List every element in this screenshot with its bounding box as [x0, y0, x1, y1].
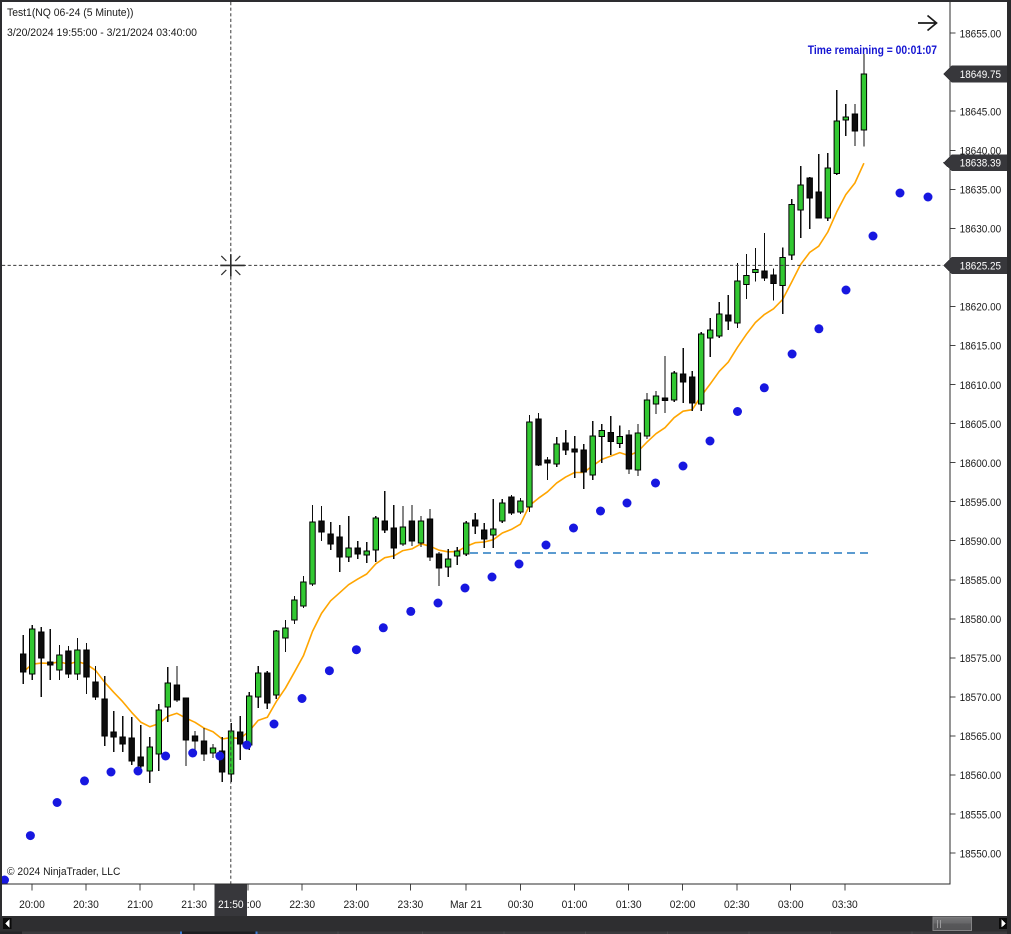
svg-text:18635.00: 18635.00: [960, 185, 1002, 197]
svg-text:02:30: 02:30: [724, 899, 750, 911]
svg-text:23:30: 23:30: [398, 899, 424, 911]
svg-text:21:00: 21:00: [127, 899, 153, 911]
svg-text:18595.00: 18595.00: [960, 497, 1002, 509]
svg-text:18649.75: 18649.75: [960, 69, 1001, 81]
svg-text:18550.00: 18550.00: [960, 848, 1002, 860]
svg-text:18620.00: 18620.00: [960, 302, 1002, 314]
svg-text:20:30: 20:30: [73, 899, 99, 911]
svg-text:© 2024 NinjaTrader, LLC: © 2024 NinjaTrader, LLC: [7, 866, 120, 878]
svg-text:Time remaining = 00:01:07: Time remaining = 00:01:07: [808, 45, 937, 57]
svg-text:18575.00: 18575.00: [960, 653, 1002, 665]
svg-text:Mar 21: Mar 21: [450, 899, 482, 911]
svg-text:23:00: 23:00: [343, 899, 369, 911]
svg-text:21:50: 21:50: [218, 899, 244, 911]
svg-text:18590.00: 18590.00: [960, 536, 1002, 548]
svg-text:18585.00: 18585.00: [960, 575, 1002, 587]
svg-text:20:00: 20:00: [19, 899, 45, 911]
svg-text:18560.00: 18560.00: [960, 770, 1002, 782]
svg-text:18615.00: 18615.00: [960, 341, 1002, 353]
svg-text:21:30: 21:30: [181, 899, 207, 911]
svg-text:18555.00: 18555.00: [960, 809, 1002, 821]
svg-text:01:00: 01:00: [562, 899, 588, 911]
svg-text:22:30: 22:30: [289, 899, 315, 911]
svg-text:18625.25: 18625.25: [960, 260, 1001, 272]
svg-text:03:30: 03:30: [832, 899, 858, 911]
svg-text:18645.00: 18645.00: [960, 106, 1002, 118]
svg-text:18638.39: 18638.39: [960, 158, 1001, 170]
svg-text:18580.00: 18580.00: [960, 614, 1002, 626]
svg-text:18605.00: 18605.00: [960, 419, 1002, 431]
svg-text:18565.00: 18565.00: [960, 731, 1002, 743]
svg-text:18630.00: 18630.00: [960, 224, 1002, 236]
svg-text:3/20/2024 19:55:00 - 3/21/2024: 3/20/2024 19:55:00 - 3/21/2024 03:40:00: [7, 27, 197, 39]
svg-text:00:30: 00:30: [508, 899, 534, 911]
svg-text:01:30: 01:30: [616, 899, 642, 911]
svg-text:18610.00: 18610.00: [960, 380, 1002, 392]
svg-text:18600.00: 18600.00: [960, 458, 1002, 470]
svg-text:18655.00: 18655.00: [960, 28, 1002, 40]
svg-text:03:00: 03:00: [778, 899, 804, 911]
svg-text:02:00: 02:00: [670, 899, 696, 911]
svg-text:18570.00: 18570.00: [960, 692, 1002, 704]
svg-text:Test1(NQ 06-24 (5 Minute)): Test1(NQ 06-24 (5 Minute)): [7, 7, 134, 19]
